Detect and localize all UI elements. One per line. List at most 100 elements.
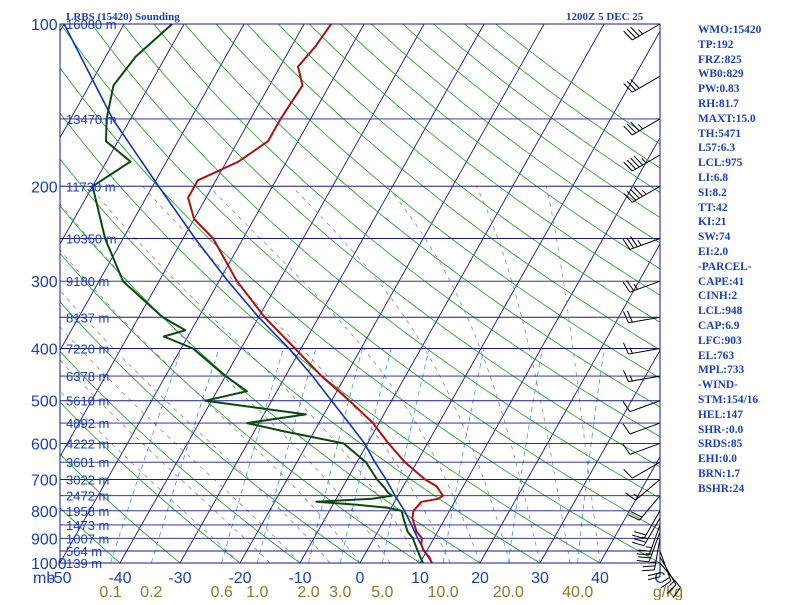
wind-barb-feather bbox=[643, 566, 655, 567]
index-item: LCL:975 bbox=[698, 156, 798, 171]
index-item: -PARCEL- bbox=[698, 260, 798, 275]
index-item: SHR-:0.0 bbox=[698, 423, 798, 438]
mixing-ratio-line bbox=[382, 349, 429, 564]
index-item: L57:6.3 bbox=[698, 141, 798, 156]
index-item: STM:154/16 bbox=[698, 393, 798, 408]
wind-barb-half-feather bbox=[646, 547, 652, 548]
mixing-ratio-line bbox=[111, 349, 182, 564]
index-item: -WIND- bbox=[698, 378, 798, 393]
isotherm-line bbox=[360, 24, 664, 563]
index-item: WB0:829 bbox=[698, 67, 798, 82]
height-label: 9180 m bbox=[66, 274, 109, 289]
temperature-tick-label: 10 bbox=[411, 570, 429, 587]
wind-barb-half-feather bbox=[646, 554, 652, 555]
mixing-ratio-label: 2.0 bbox=[297, 584, 319, 600]
wind-barb bbox=[625, 480, 660, 501]
height-label: 4222 m bbox=[66, 436, 109, 451]
index-item: LFC:903 bbox=[698, 334, 798, 349]
height-label: 7220 m bbox=[66, 342, 109, 357]
index-item: EL:763 bbox=[698, 349, 798, 364]
wind-barb-staff bbox=[630, 238, 660, 249]
height-label: 13470 m bbox=[66, 112, 117, 127]
height-label: 1958 m bbox=[66, 504, 109, 519]
height-label: 1007 m bbox=[66, 531, 109, 546]
wind-barb-staff bbox=[632, 462, 660, 478]
wind-barb-feather bbox=[632, 542, 644, 545]
height-label: 11730 m bbox=[66, 179, 116, 194]
index-item: WMO:15420 bbox=[698, 23, 798, 38]
temperature-tick-label: -30 bbox=[168, 570, 191, 587]
height-label: 3601 m bbox=[66, 455, 109, 470]
pressure-tick-label: 500 bbox=[31, 394, 58, 411]
pressure-tick-label: 300 bbox=[31, 274, 58, 291]
moist-adiabat-line bbox=[143, 186, 450, 563]
moist-adiabat-line bbox=[546, 186, 600, 563]
wind-barb bbox=[624, 24, 660, 40]
mixing-ratio-label: 3.0 bbox=[329, 584, 351, 600]
isotherm-line bbox=[300, 24, 604, 563]
wind-barb-staff bbox=[632, 119, 660, 135]
temperature-tick-label: 20 bbox=[471, 570, 489, 587]
wind-barb-staff bbox=[628, 376, 660, 382]
index-item: FRZ:825 bbox=[698, 53, 798, 68]
wind-barb bbox=[624, 155, 660, 171]
index-item: MAXT:15.0 bbox=[698, 112, 798, 127]
mixing-ratio-label: 5.0 bbox=[371, 584, 393, 600]
pressure-tick-label: 900 bbox=[31, 531, 58, 548]
pressure-tick-label: 400 bbox=[31, 342, 58, 359]
wind-barb bbox=[623, 280, 660, 292]
index-item: EHI:0.0 bbox=[698, 452, 798, 467]
mixing-ratio-label: 0.1 bbox=[99, 584, 121, 600]
wind-barb-feather bbox=[642, 570, 654, 571]
wind-barb-staff bbox=[630, 281, 660, 292]
temperature-tick-label: 40 bbox=[591, 570, 609, 587]
temperature-tick-label: 0 bbox=[356, 570, 365, 587]
mixing-ratio-line bbox=[340, 349, 391, 564]
index-item: TT:42 bbox=[698, 201, 798, 216]
wind-barb-staff bbox=[630, 443, 660, 454]
height-label: 8137 m bbox=[66, 310, 109, 325]
station-title: LRBS (15420) Sounding bbox=[66, 11, 180, 23]
mixing-ratio-line bbox=[257, 349, 316, 564]
wind-barb-half-feather bbox=[638, 240, 641, 245]
valid-time: 1200Z 5 DEC 25 bbox=[566, 11, 644, 23]
mixing-ratio-label: 10.0 bbox=[428, 584, 459, 600]
wind-barb bbox=[624, 76, 660, 92]
background-grid bbox=[0, 24, 800, 563]
wind-barb-half-feather bbox=[642, 159, 646, 163]
wind-barb-feather bbox=[624, 469, 633, 478]
wind-barb-feather bbox=[627, 311, 632, 322]
sounding-profiles bbox=[64, 24, 443, 563]
height-label: 4892 m bbox=[66, 416, 109, 431]
pressure-tick-label: 700 bbox=[31, 473, 58, 490]
index-item: RH:81.7 bbox=[698, 97, 798, 112]
wind-barb-feather bbox=[634, 532, 646, 535]
moist-adiabat-line bbox=[10, 186, 360, 563]
wind-barb-staff bbox=[632, 24, 660, 40]
index-item: BSHR:24 bbox=[698, 482, 798, 497]
mixing-ratio-label: 0.2 bbox=[140, 584, 162, 600]
index-item: PW:0.83 bbox=[698, 82, 798, 97]
height-label: 3022 m bbox=[66, 473, 109, 488]
index-item: CAP:6.9 bbox=[698, 319, 798, 334]
isotherm-line bbox=[240, 24, 544, 563]
mixing-ratio-line bbox=[443, 349, 484, 564]
index-item: TP:192 bbox=[698, 38, 798, 53]
index-item: EI:2.0 bbox=[698, 245, 798, 260]
wind-barbs bbox=[623, 24, 681, 598]
temperature-tick-label: -50 bbox=[48, 570, 71, 587]
wind-barb-staff bbox=[635, 480, 660, 501]
index-item: TH:5471 bbox=[698, 127, 798, 142]
index-item: LCL:948 bbox=[698, 304, 798, 319]
wind-barb-half-feather bbox=[638, 124, 642, 128]
wind-barb-staff bbox=[630, 401, 660, 412]
pressure-tick-label: 600 bbox=[31, 436, 58, 453]
mixing-ratio-line bbox=[151, 349, 219, 564]
index-item: LI:6.8 bbox=[698, 171, 798, 186]
index-item: SI:8.2 bbox=[698, 186, 798, 201]
mixing-ratio-line bbox=[508, 349, 542, 564]
wind-barb-staff bbox=[628, 349, 660, 355]
